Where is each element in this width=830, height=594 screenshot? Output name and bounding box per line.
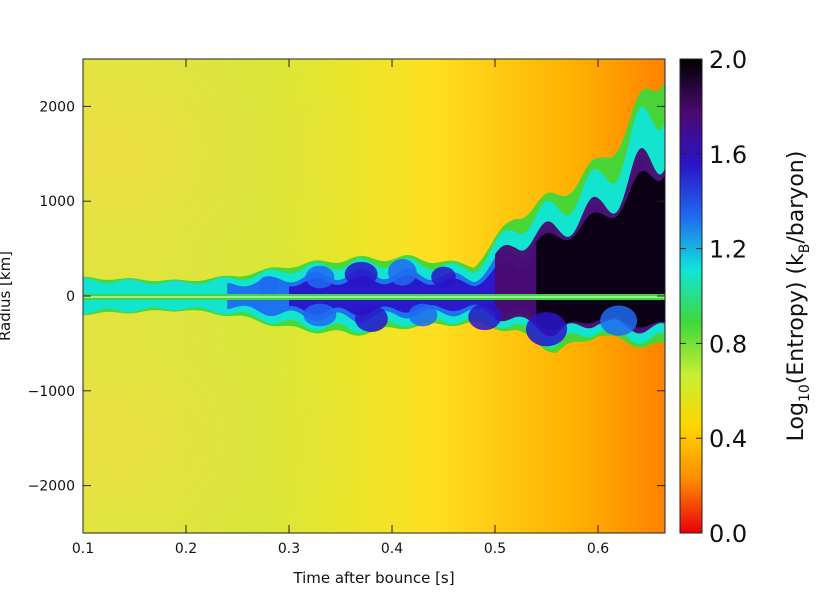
y-axis: 2000 1000 0 −1000 −2000 [28,99,665,495]
x-axis: 0.1 0.2 0.3 0.4 0.5 0.6 [72,59,609,557]
colorbar: 0.0 0.4 0.8 1.2 1.6 2.0 Log10(Entropy) (kB/ba… [679,46,813,548]
colorbar-label-sub2: B [797,244,813,254]
x-tick-label-2: 0.3 [278,541,300,557]
plume-blob-0 [258,276,279,294]
colorbar-gradient [679,58,703,534]
colorbar-tick-label-5: 2.0 [709,46,747,74]
colorbar-tick-label-1: 0.4 [709,425,747,453]
center-line [83,296,665,298]
plume-blob-5 [303,303,337,327]
x-tick-label-5: 0.6 [587,541,609,557]
colorbar-tick-label-4: 1.6 [709,141,747,169]
colorbar-tick-label-2: 0.8 [709,330,747,358]
colorbar-label-end: /baryon) [784,151,809,244]
x-tick-label-1: 0.2 [175,541,197,557]
shock-envelope-black [536,170,665,331]
plume-blob-2 [344,261,378,287]
y-tick-label-0: 2000 [39,99,75,115]
x-tick-label-4: 0.5 [484,541,506,557]
y-tick-label-1: 1000 [39,194,75,210]
y-tick-label-4: −2000 [28,479,75,495]
colorbar-tick-label-3: 1.2 [709,236,747,264]
plume-blob-3 [387,259,417,286]
plume-blob-9 [525,312,568,347]
colorbar-label-log: Log [784,402,809,441]
colorbar-label-sub: 10 [797,384,813,402]
x-tick-label-3: 0.4 [381,541,403,557]
x-tick-label-0: 0.1 [72,541,94,557]
y-tick-label-3: −1000 [28,384,75,400]
plume-blob-7 [408,303,438,327]
plot-area [82,58,666,534]
colorbar-label-mid: (Entropy) (k [784,253,809,384]
plume-blob-10 [600,305,638,336]
y-tick-label-2: 0 [66,289,75,305]
x-axis-label: Time after bounce [s] [292,569,454,587]
convective-plumes-layer [258,259,638,347]
y-axis-label: Radius [km] [0,251,14,341]
colorbar-ticks: 0.0 0.4 0.8 1.2 1.6 2.0 [680,46,747,548]
shock-region-layer [83,80,665,353]
colorbar-tick-label-0: 0.0 [709,520,747,548]
plume-blob-8 [468,303,502,331]
plume-blob-1 [305,265,335,289]
plume-blob-4 [431,266,456,288]
colorbar-label: Log10(Entropy) (kB/baryon) [784,151,813,442]
plume-blob-6 [354,305,388,333]
